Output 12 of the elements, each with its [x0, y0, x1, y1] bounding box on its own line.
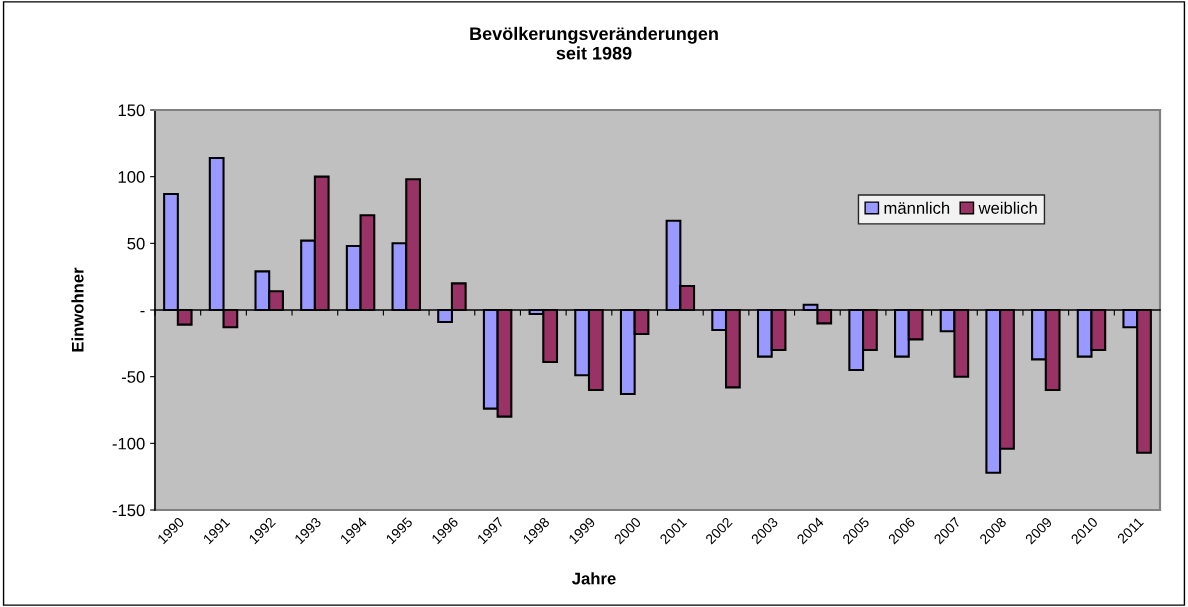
- legend-label: männlich: [884, 201, 950, 214]
- y-tick-label: 150: [118, 104, 145, 117]
- y-tick-label: -50: [121, 371, 145, 383]
- chart-title: Bevölkerungsveränderungen seit 1989: [470, 26, 718, 60]
- y-tick-label: 50: [127, 237, 145, 250]
- y-tick-label: -100: [112, 437, 145, 450]
- x-axis-title: Jahre: [572, 572, 616, 585]
- y-tick-label: -150: [112, 504, 145, 517]
- y-axis-title: Einwohner: [71, 267, 84, 352]
- y-tick-label: 100: [118, 171, 145, 183]
- y-tick-label: -: [140, 310, 145, 313]
- legend-label: weiblich: [978, 201, 1037, 214]
